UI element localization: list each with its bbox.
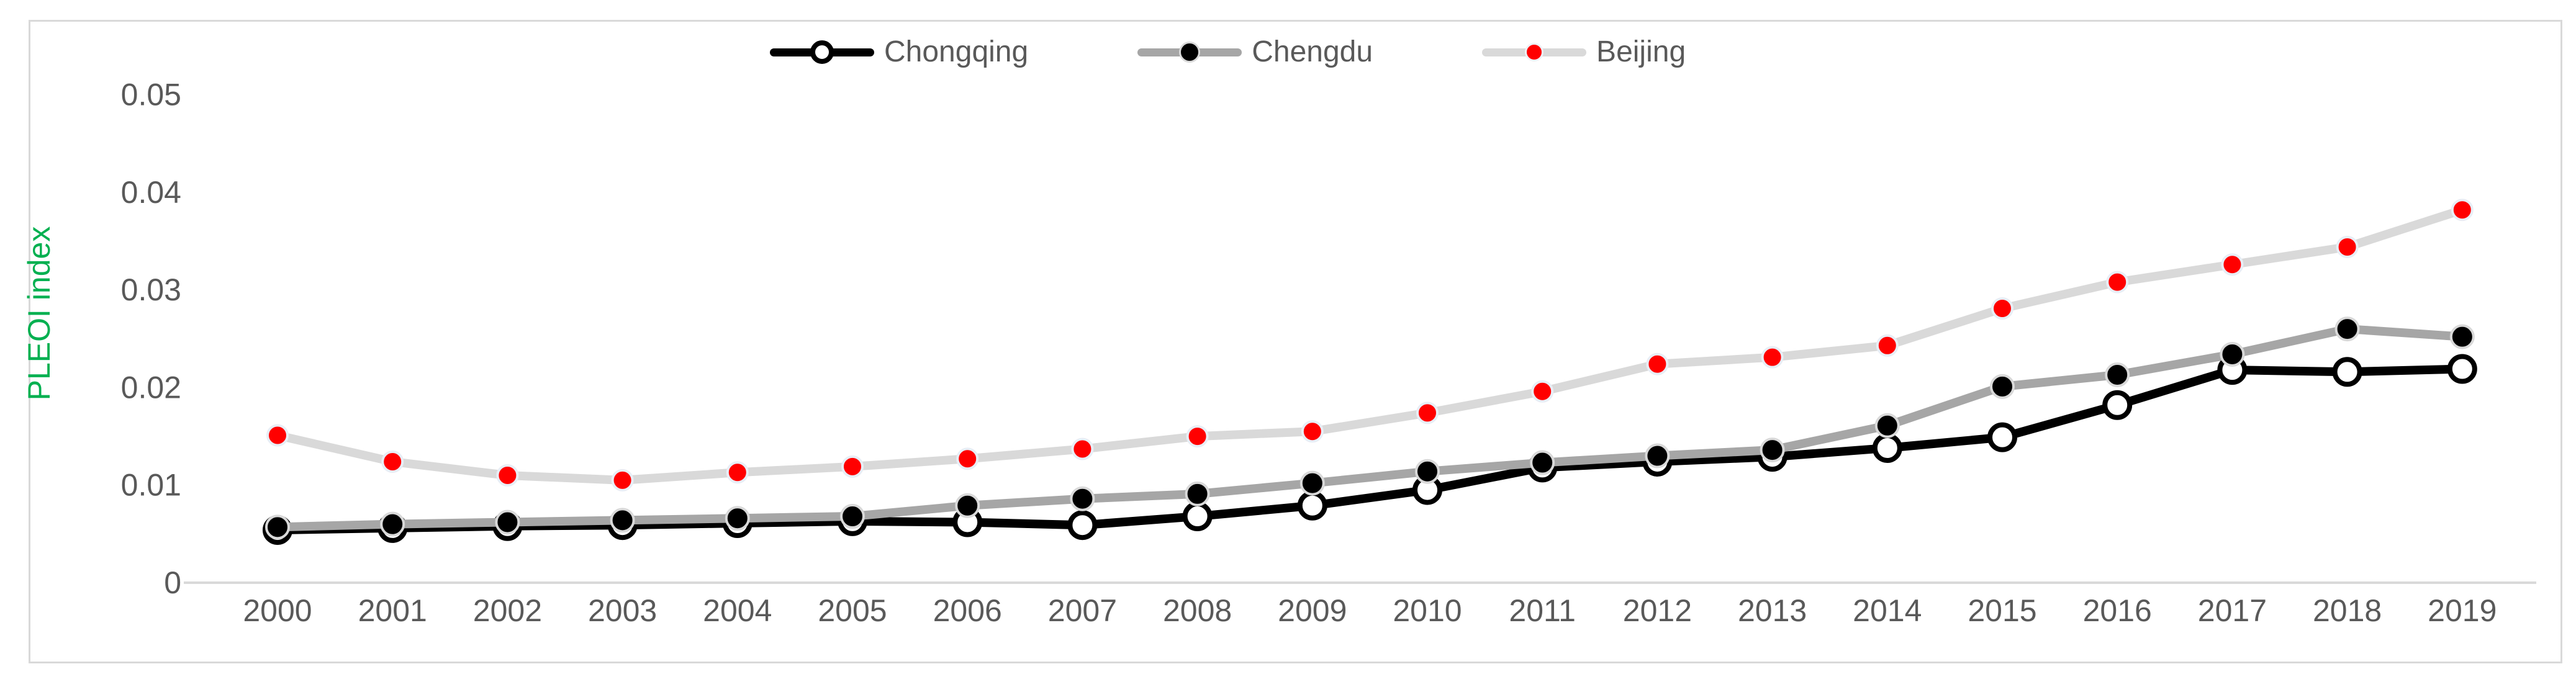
x-tick-label: 2009 <box>1278 593 1347 628</box>
marker-beijing-2013 <box>1761 346 1784 369</box>
marker-chengdu-2010 <box>1415 459 1440 484</box>
beijing-line-marker-sample <box>1482 40 1587 65</box>
x-tick-label: 2000 <box>243 593 312 628</box>
marker-beijing-2005 <box>841 455 864 478</box>
marker-beijing-2006 <box>956 447 979 470</box>
marker-chongqing-2016 <box>2102 390 2133 420</box>
legend: Chongqing Chengdu Beijing <box>770 35 1686 69</box>
x-tick-label: 2014 <box>1853 593 1922 628</box>
x-tick-label: 2007 <box>1048 593 1117 628</box>
chongqing-open-circle-icon <box>810 40 834 64</box>
marker-beijing-2009 <box>1301 420 1324 443</box>
chongqing-line-marker-sample <box>770 40 874 65</box>
marker-beijing-2003 <box>611 469 634 491</box>
marker-beijing-2016 <box>2106 271 2129 294</box>
marker-chengdu-2001 <box>380 511 405 537</box>
x-tick-label: 2006 <box>933 593 1002 628</box>
x-tick-label: 2005 <box>818 593 887 628</box>
x-tick-label: 2019 <box>2428 593 2497 628</box>
marker-chengdu-2008 <box>1185 481 1210 506</box>
x-tick-label: 2013 <box>1738 593 1807 628</box>
marker-beijing-2011 <box>1531 380 1554 403</box>
x-tick-label: 2002 <box>473 593 542 628</box>
marker-beijing-2010 <box>1416 402 1439 424</box>
marker-chengdu-2017 <box>2220 341 2245 367</box>
marker-chongqing-2014 <box>1872 433 1902 463</box>
x-tick-label: 2008 <box>1163 593 1232 628</box>
legend-item-beijing: Beijing <box>1482 35 1686 69</box>
x-tick-label: 2017 <box>2198 593 2267 628</box>
marker-chengdu-2005 <box>840 504 865 529</box>
legend-item-chongqing: Chongqing <box>770 35 1028 69</box>
marker-chengdu-2000 <box>265 514 290 540</box>
y-tick-label: 0.02 <box>121 370 181 405</box>
legend-label-chongqing: Chongqing <box>884 35 1029 68</box>
marker-beijing-2007 <box>1071 437 1094 460</box>
legend-item-chengdu: Chengdu <box>1137 35 1373 69</box>
y-tick-label: 0.03 <box>121 272 181 307</box>
marker-chengdu-2006 <box>955 493 980 518</box>
marker-chengdu-2015 <box>1990 374 2015 399</box>
marker-chengdu-2016 <box>2105 362 2130 387</box>
marker-chengdu-2007 <box>1070 486 1095 511</box>
chengdu-line-marker-sample <box>1137 40 1242 65</box>
x-tick-label: 2015 <box>1968 593 2036 628</box>
x-tick-label: 2011 <box>1509 593 1576 628</box>
marker-beijing-2001 <box>381 450 404 473</box>
y-tick-label: 0.04 <box>121 175 181 210</box>
marker-chongqing-2007 <box>1067 510 1098 541</box>
marker-chengdu-2012 <box>1645 443 1670 469</box>
series-line-chongqing <box>273 364 2467 535</box>
marker-chengdu-2019 <box>2449 324 2475 349</box>
marker-beijing-2002 <box>496 464 519 487</box>
marker-chongqing-2018 <box>2332 357 2362 387</box>
marker-chengdu-2004 <box>725 506 750 531</box>
x-tick-label: 2018 <box>2313 593 2382 628</box>
series-line-beijing <box>273 205 2467 485</box>
marker-beijing-2019 <box>2451 199 2474 222</box>
marker-beijing-2014 <box>1876 334 1899 357</box>
marker-beijing-2008 <box>1186 425 1209 448</box>
beijing-filled-circle-icon <box>1525 42 1544 61</box>
marker-chengdu-2003 <box>610 508 635 533</box>
y-axis-title: PLEOI index <box>22 226 56 401</box>
chengdu-filled-circle-icon <box>1179 41 1201 63</box>
legend-label-chengdu: Chengdu <box>1252 35 1373 68</box>
marker-chongqing-2015 <box>1987 422 2017 452</box>
marker-chengdu-2011 <box>1530 450 1555 475</box>
y-tick-label: 0.01 <box>121 468 181 503</box>
marker-chongqing-2019 <box>2447 354 2477 384</box>
marker-beijing-2012 <box>1646 352 1669 375</box>
marker-chengdu-2009 <box>1299 470 1325 496</box>
marker-beijing-2017 <box>2221 253 2244 276</box>
x-tick-label: 2001 <box>358 593 427 628</box>
marker-chengdu-2018 <box>2334 316 2360 342</box>
marker-beijing-2015 <box>1991 297 2013 320</box>
y-tick-label: 0 <box>164 565 181 600</box>
marker-chongqing-2009 <box>1297 490 1327 521</box>
marker-chengdu-2002 <box>495 509 520 535</box>
marker-beijing-2018 <box>2336 235 2359 258</box>
marker-beijing-2000 <box>266 424 289 447</box>
x-tick-label: 2016 <box>2083 593 2152 628</box>
y-tick-label: 0.05 <box>121 78 181 112</box>
x-tick-label: 2003 <box>588 593 657 628</box>
legend-label-beijing: Beijing <box>1596 35 1686 68</box>
marker-chengdu-2013 <box>1760 437 1785 463</box>
marker-beijing-2004 <box>726 461 749 484</box>
marker-chongqing-2008 <box>1182 501 1213 532</box>
x-tick-label: 2004 <box>703 593 772 628</box>
x-tick-label: 2012 <box>1623 593 1692 628</box>
marker-chengdu-2014 <box>1874 413 1900 438</box>
x-tick-label: 2010 <box>1393 593 1462 628</box>
series-line-chengdu <box>273 325 2467 532</box>
chart-outer-frame <box>29 20 2562 663</box>
